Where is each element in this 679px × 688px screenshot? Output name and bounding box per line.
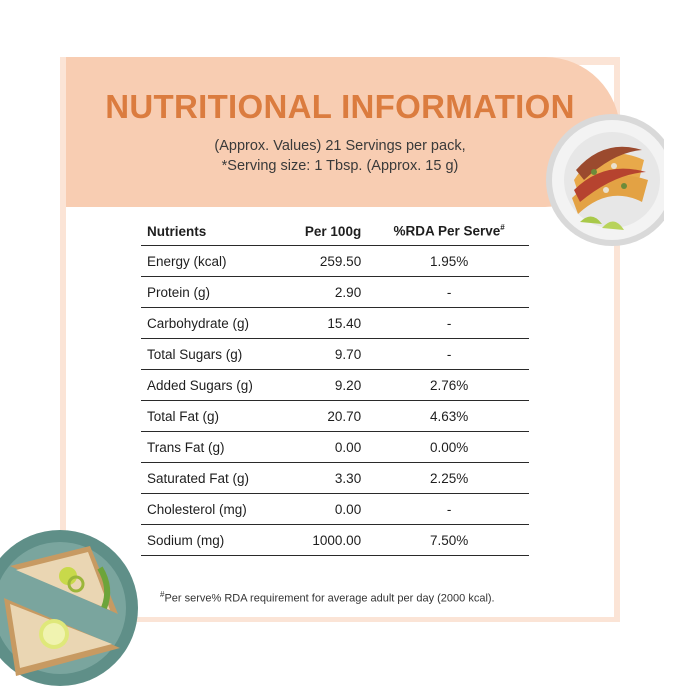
column-header-rda: %RDA Per Serve# <box>369 217 529 246</box>
sandwich-plate-image <box>0 530 138 686</box>
page-subtitle: (Approx. Values) 21 Servings per pack, *… <box>66 136 614 176</box>
per-100g-value: 0.00 <box>292 493 370 525</box>
nutrient-name: Total Sugars (g) <box>141 338 293 370</box>
nutrient-name: Carbohydrate (g) <box>141 307 293 339</box>
subtitle-line-1: (Approx. Values) 21 Servings per pack, <box>214 138 466 154</box>
per-100g-value: 20.70 <box>292 400 370 432</box>
rda-value: - <box>369 276 529 308</box>
table-row: Cholesterol (mg) 0.00- <box>141 493 529 525</box>
rda-footnote-mark: # <box>500 223 505 233</box>
per-100g-value: 15.40 <box>292 307 370 339</box>
table-row: Total Sugars (g) 9.70- <box>141 338 529 370</box>
table-row: Saturated Fat (g) 3.30 2.25% <box>141 462 529 494</box>
rda-value: 2.25% <box>369 462 529 494</box>
footnote-text: Per serve% RDA requirement for average a… <box>164 592 495 605</box>
nutrient-name: Saturated Fat (g) <box>141 462 293 494</box>
column-header-nutrients: Nutrients <box>141 217 293 246</box>
per-100g-value: 9.70 <box>292 338 370 370</box>
per-100g-value: 259.50 <box>292 245 370 277</box>
rda-header-label: %RDA Per Serve <box>393 223 501 239</box>
nutrient-name: Total Fat (g) <box>141 400 293 432</box>
table-row: Trans Fat (g) 0.00 0.00% <box>141 431 529 463</box>
header-background <box>66 57 620 207</box>
nutrient-name: Added Sugars (g) <box>141 369 293 401</box>
column-header-per-100g: Per 100g <box>292 217 370 246</box>
rda-value: 4.63% <box>369 400 529 432</box>
rda-value: - <box>369 338 529 370</box>
table-row: Energy (kcal) 259.50 1.95% <box>141 245 529 277</box>
rda-value: - <box>369 493 529 525</box>
nutrient-name: Trans Fat (g) <box>141 431 293 463</box>
table-row: Total Fat (g) 20.70 4.63% <box>141 400 529 432</box>
table-row: Added Sugars (g) 9.20 2.76% <box>141 369 529 401</box>
table-row: Carbohydrate (g) 15.40- <box>141 307 529 339</box>
nutrient-name: Energy (kcal) <box>141 245 293 277</box>
rda-value: 7.50% <box>369 524 529 556</box>
nutrition-table: Nutrients Per 100g %RDA Per Serve# Energ… <box>141 217 529 556</box>
per-100g-value: 9.20 <box>292 369 370 401</box>
nutrient-name: Sodium (mg) <box>141 524 293 556</box>
table-header-row: Nutrients Per 100g %RDA Per Serve# <box>141 217 529 246</box>
subtitle-line-2: *Serving size: 1 Tbsp. (Approx. 15 g) <box>221 158 459 174</box>
footnote: #Per serve% RDA requirement for average … <box>160 590 580 605</box>
table-row: Protein (g) 2.90- <box>141 276 529 308</box>
per-100g-value: 3.30 <box>292 462 370 494</box>
per-100g-value: 1000.00 <box>292 524 370 556</box>
tacos-plate-image <box>546 114 664 246</box>
per-100g-value: 2.90 <box>292 276 370 308</box>
rda-value: 2.76% <box>369 369 529 401</box>
nutrient-name: Protein (g) <box>141 276 293 308</box>
footnote-mark: # <box>160 590 165 599</box>
rda-value: 0.00% <box>369 431 529 463</box>
rda-value: - <box>369 307 529 339</box>
per-100g-value: 0.00 <box>292 431 370 463</box>
nutrient-name: Cholesterol (mg) <box>141 493 293 525</box>
rda-value: 1.95% <box>369 245 529 277</box>
table-row: Sodium (mg) 1000.00 7.50% <box>141 524 529 556</box>
page-title: NUTRITIONAL INFORMATION <box>105 88 575 125</box>
